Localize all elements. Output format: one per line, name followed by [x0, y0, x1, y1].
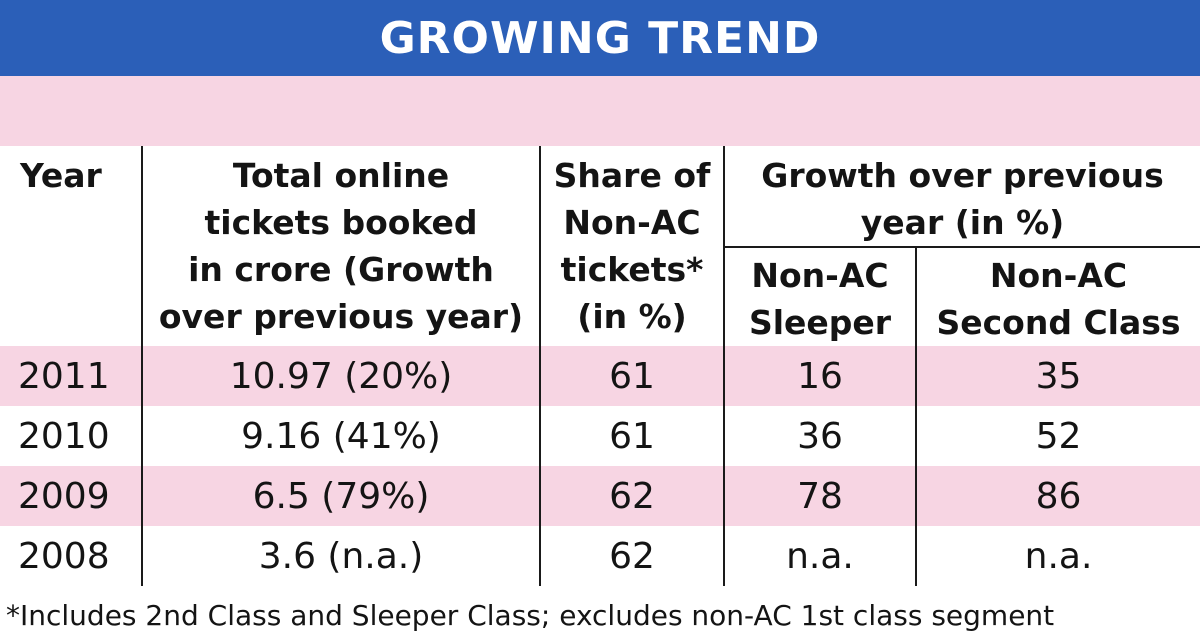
header-spacer-band [0, 76, 1200, 146]
cell-growth-sleeper: n.a. [723, 526, 916, 586]
cell-total-online: 10.97 (20%) [141, 346, 540, 406]
header-second-line: Non-AC [989, 256, 1128, 295]
title-bar: GROWING TREND [0, 0, 1200, 76]
table-row: 2008 3.6 (n.a.) 62 n.a. n.a. [0, 526, 1200, 586]
header-growth-group: Growth over previous year (in %) [722, 146, 1200, 247]
header-total-line: Total online [232, 156, 450, 195]
header-growth-line: year (in %) [860, 203, 1065, 242]
header-growth-line: Growth over previous [761, 156, 1164, 195]
cell-year: 2010 [18, 415, 110, 457]
header-sleeper-line: Non-AC [751, 256, 889, 295]
cell-year: 2011 [0, 346, 142, 406]
header-sleeper: Non-AC Sleeper [723, 246, 916, 346]
header-total-online: Total online tickets booked in crore (Gr… [141, 146, 540, 346]
chart-title: GROWING TREND [379, 12, 821, 64]
header-total-line: over previous year) [158, 297, 524, 336]
header-total-line: in crore (Growth [188, 250, 494, 289]
table-body: 2011 10.97 (20%) 61 16 35 2010 9.16 (41%) 61 36 5… [0, 346, 1200, 586]
cell-total-online: 6.5 (79%) [141, 466, 540, 526]
table-row: 2010 9.16 (41%) 61 36 52 [0, 406, 1200, 466]
cell-share-non-ac: 61 [539, 346, 724, 406]
cell-growth-second-class: n.a. [914, 526, 1200, 586]
table-row: 2011 10.97 (20%) 61 16 35 [0, 346, 1200, 406]
footnote: *Includes 2nd Class and Sleeper Class; e… [6, 599, 1055, 632]
header-share-line: tickets* [560, 250, 704, 289]
header-year: Year [0, 146, 142, 346]
header-second-line: Second Class [936, 303, 1181, 342]
cell-share-non-ac: 62 [539, 466, 724, 526]
header-share-line: Share of [553, 156, 711, 195]
data-table: Year Total online tickets booked in cror… [0, 146, 1200, 586]
cell-year: 2009 [0, 466, 142, 526]
cell-growth-second-class: 35 [914, 346, 1200, 406]
header-second-class: Non-AC Second Class [914, 246, 1200, 346]
cell-growth-second-class: 86 [914, 466, 1200, 526]
header-sleeper-line: Sleeper [748, 303, 892, 342]
cell-year: 2008 [18, 535, 110, 577]
cell-total-online: 9.16 (41%) [141, 406, 540, 466]
header-share-line: (in %) [577, 297, 687, 336]
cell-share-non-ac: 62 [539, 526, 724, 586]
cell-growth-second-class: 52 [914, 406, 1200, 466]
cell-share-non-ac: 61 [539, 406, 724, 466]
data-table-wrapper: Year Total online tickets booked in cror… [0, 146, 1200, 586]
cell-growth-sleeper: 16 [723, 346, 916, 406]
header-total-line: tickets booked [204, 203, 478, 242]
cell-growth-sleeper: 78 [723, 466, 916, 526]
cell-total-online: 3.6 (n.a.) [141, 526, 540, 586]
cell-growth-sleeper: 36 [723, 406, 916, 466]
table-row: 2009 6.5 (79%) 62 78 86 [0, 466, 1200, 526]
header-share-line: Non-AC [563, 203, 701, 242]
header-share-non-ac: Share of Non-AC tickets* (in %) [539, 146, 724, 346]
